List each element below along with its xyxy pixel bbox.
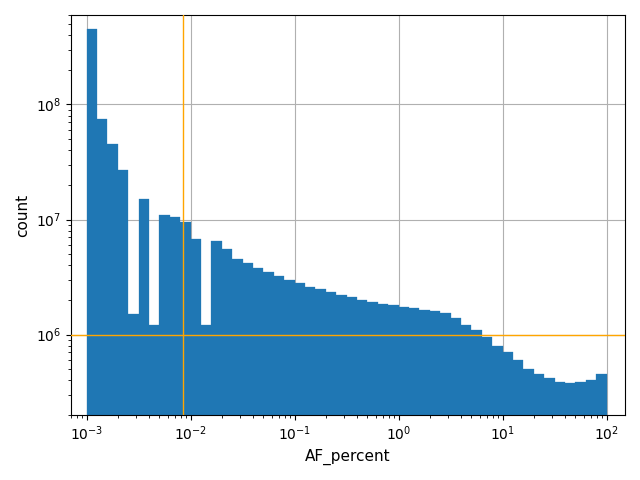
Bar (482, 337, 492, 480)
Bar (191, 239, 201, 480)
Bar (243, 263, 253, 480)
Bar (326, 292, 336, 480)
Bar (451, 318, 461, 480)
Bar (118, 170, 128, 480)
Bar (367, 302, 378, 480)
Bar (378, 304, 388, 480)
Bar (170, 217, 180, 480)
Bar (586, 380, 596, 480)
Bar (139, 199, 149, 480)
Bar (336, 295, 347, 480)
Bar (524, 369, 534, 480)
Bar (440, 312, 451, 480)
Bar (222, 250, 232, 480)
Bar (555, 382, 565, 480)
Bar (97, 119, 108, 480)
Bar (264, 272, 274, 480)
Bar (357, 300, 367, 480)
Bar (86, 29, 97, 480)
Bar (513, 360, 524, 480)
Bar (211, 241, 222, 480)
Bar (399, 307, 409, 480)
Bar (575, 382, 586, 480)
Bar (274, 276, 284, 480)
Bar (347, 298, 357, 480)
Bar (253, 268, 264, 480)
Bar (430, 311, 440, 480)
Bar (596, 374, 607, 480)
Bar (294, 283, 305, 480)
Y-axis label: count: count (15, 193, 30, 237)
Bar (232, 259, 243, 480)
Bar (502, 352, 513, 480)
Bar (159, 215, 170, 480)
Bar (544, 378, 555, 480)
Bar (409, 308, 419, 480)
Bar (108, 144, 118, 480)
Bar (419, 310, 430, 480)
Bar (534, 374, 544, 480)
Bar (149, 325, 159, 480)
Bar (201, 325, 211, 480)
Bar (388, 305, 399, 480)
Bar (472, 330, 482, 480)
Bar (305, 287, 316, 480)
Bar (492, 346, 502, 480)
X-axis label: AF_percent: AF_percent (305, 449, 390, 465)
Bar (284, 280, 294, 480)
Bar (461, 325, 472, 480)
Bar (565, 383, 575, 480)
Bar (180, 222, 191, 480)
Bar (316, 289, 326, 480)
Bar (128, 314, 139, 480)
